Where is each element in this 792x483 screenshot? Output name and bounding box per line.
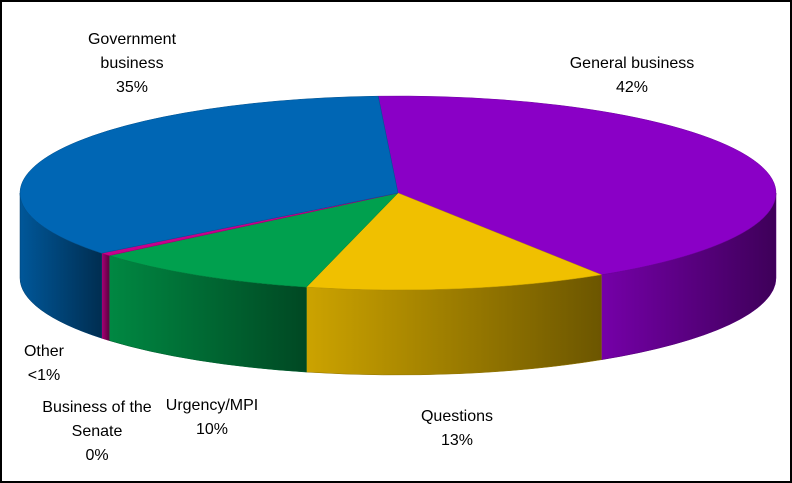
value-label: 35% bbox=[115, 79, 149, 96]
value-label: 13% bbox=[440, 432, 474, 449]
value-label: 42% bbox=[615, 79, 649, 96]
slice bbox=[19, 95, 399, 254]
category-name: Government business bbox=[87, 31, 177, 72]
category-name: Questions bbox=[420, 408, 494, 425]
slice bbox=[305, 192, 603, 291]
category-name: General business bbox=[569, 55, 695, 72]
slice-label: Business of the Senate 0% bbox=[42, 396, 152, 468]
slice-label: Urgency/MPI 10% bbox=[147, 394, 277, 442]
slice-label: Questions 13% bbox=[392, 405, 522, 453]
slice-label: Other <1% bbox=[14, 340, 74, 388]
slice-side bbox=[101, 252, 110, 341]
value-label: 10% bbox=[195, 421, 229, 438]
slice bbox=[108, 192, 399, 288]
category-name: Urgency/MPI bbox=[165, 397, 259, 414]
category-name: Other bbox=[23, 343, 64, 360]
slice-side bbox=[306, 274, 602, 376]
category-name: Business of the Senate bbox=[42, 399, 152, 440]
slice-label: General business 42% bbox=[542, 52, 722, 100]
value-label: <1% bbox=[27, 367, 61, 384]
value-label: 0% bbox=[85, 447, 109, 464]
slice bbox=[377, 95, 777, 276]
slice-label: Government business 35% bbox=[57, 28, 207, 100]
